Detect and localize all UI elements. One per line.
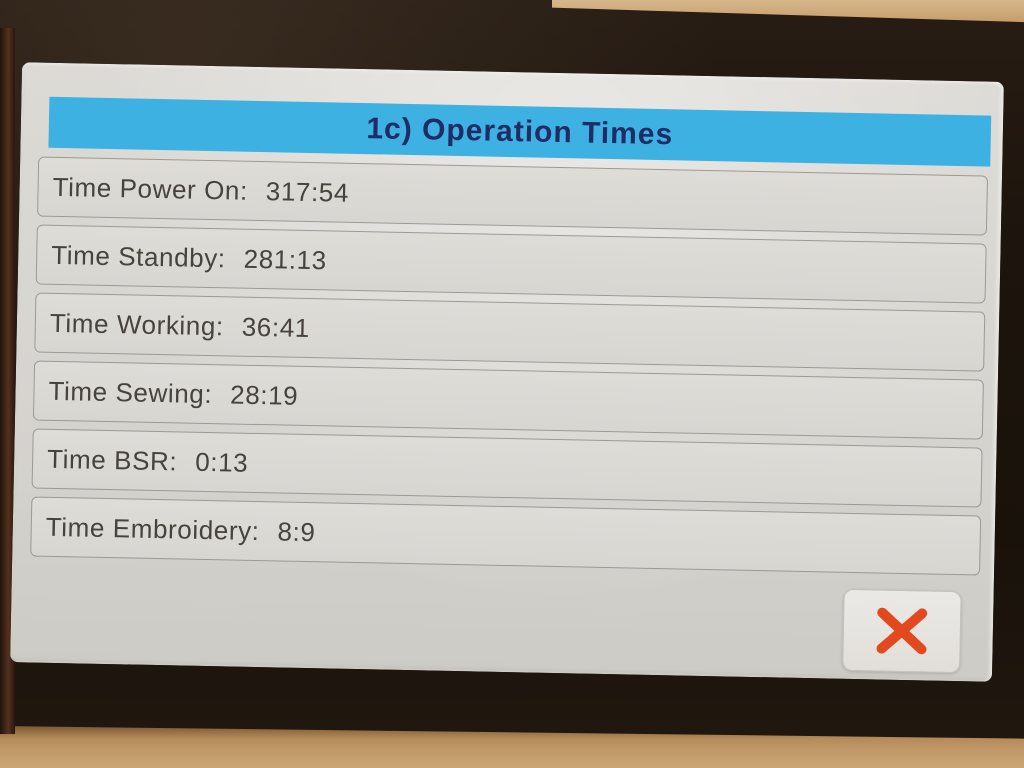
row-label: Time Embroidery:: [45, 511, 260, 546]
row-value: 8:9: [277, 515, 316, 547]
row-time-standby: Time Standby: 281:13: [35, 224, 987, 304]
row-value: 28:19: [229, 378, 299, 411]
row-label: Time Standby:: [50, 239, 227, 273]
touchscreen: 1c) Operation Times Time Power On: 317:5…: [10, 62, 1004, 682]
row-value: 281:13: [243, 243, 328, 275]
row-label: Time Working:: [49, 307, 225, 341]
row-label: Time BSR:: [46, 443, 178, 476]
machine-housing-bottom: [0, 726, 1024, 768]
row-time-embroidery: Time Embroidery: 8:9: [30, 496, 982, 576]
operation-times-list: Time Power On: 317:54 Time Standby: 281:…: [30, 156, 989, 584]
row-time-bsr: Time BSR: 0:13: [31, 428, 983, 508]
title-bar: 1c) Operation Times: [48, 96, 992, 167]
row-time-working: Time Working: 36:41: [34, 292, 986, 372]
row-value: 36:41: [241, 311, 311, 343]
row-label: Time Power On:: [52, 171, 249, 206]
x-icon: [876, 607, 928, 655]
row-time-power-on: Time Power On: 317:54: [37, 156, 989, 236]
row-value: 0:13: [194, 446, 249, 478]
machine-housing-top: [552, 0, 1024, 23]
row-label: Time Sewing:: [48, 375, 213, 409]
page-title: 1c) Operation Times: [366, 111, 674, 151]
close-button[interactable]: [842, 588, 962, 674]
row-time-sewing: Time Sewing: 28:19: [32, 360, 984, 440]
row-value: 317:54: [265, 175, 350, 208]
